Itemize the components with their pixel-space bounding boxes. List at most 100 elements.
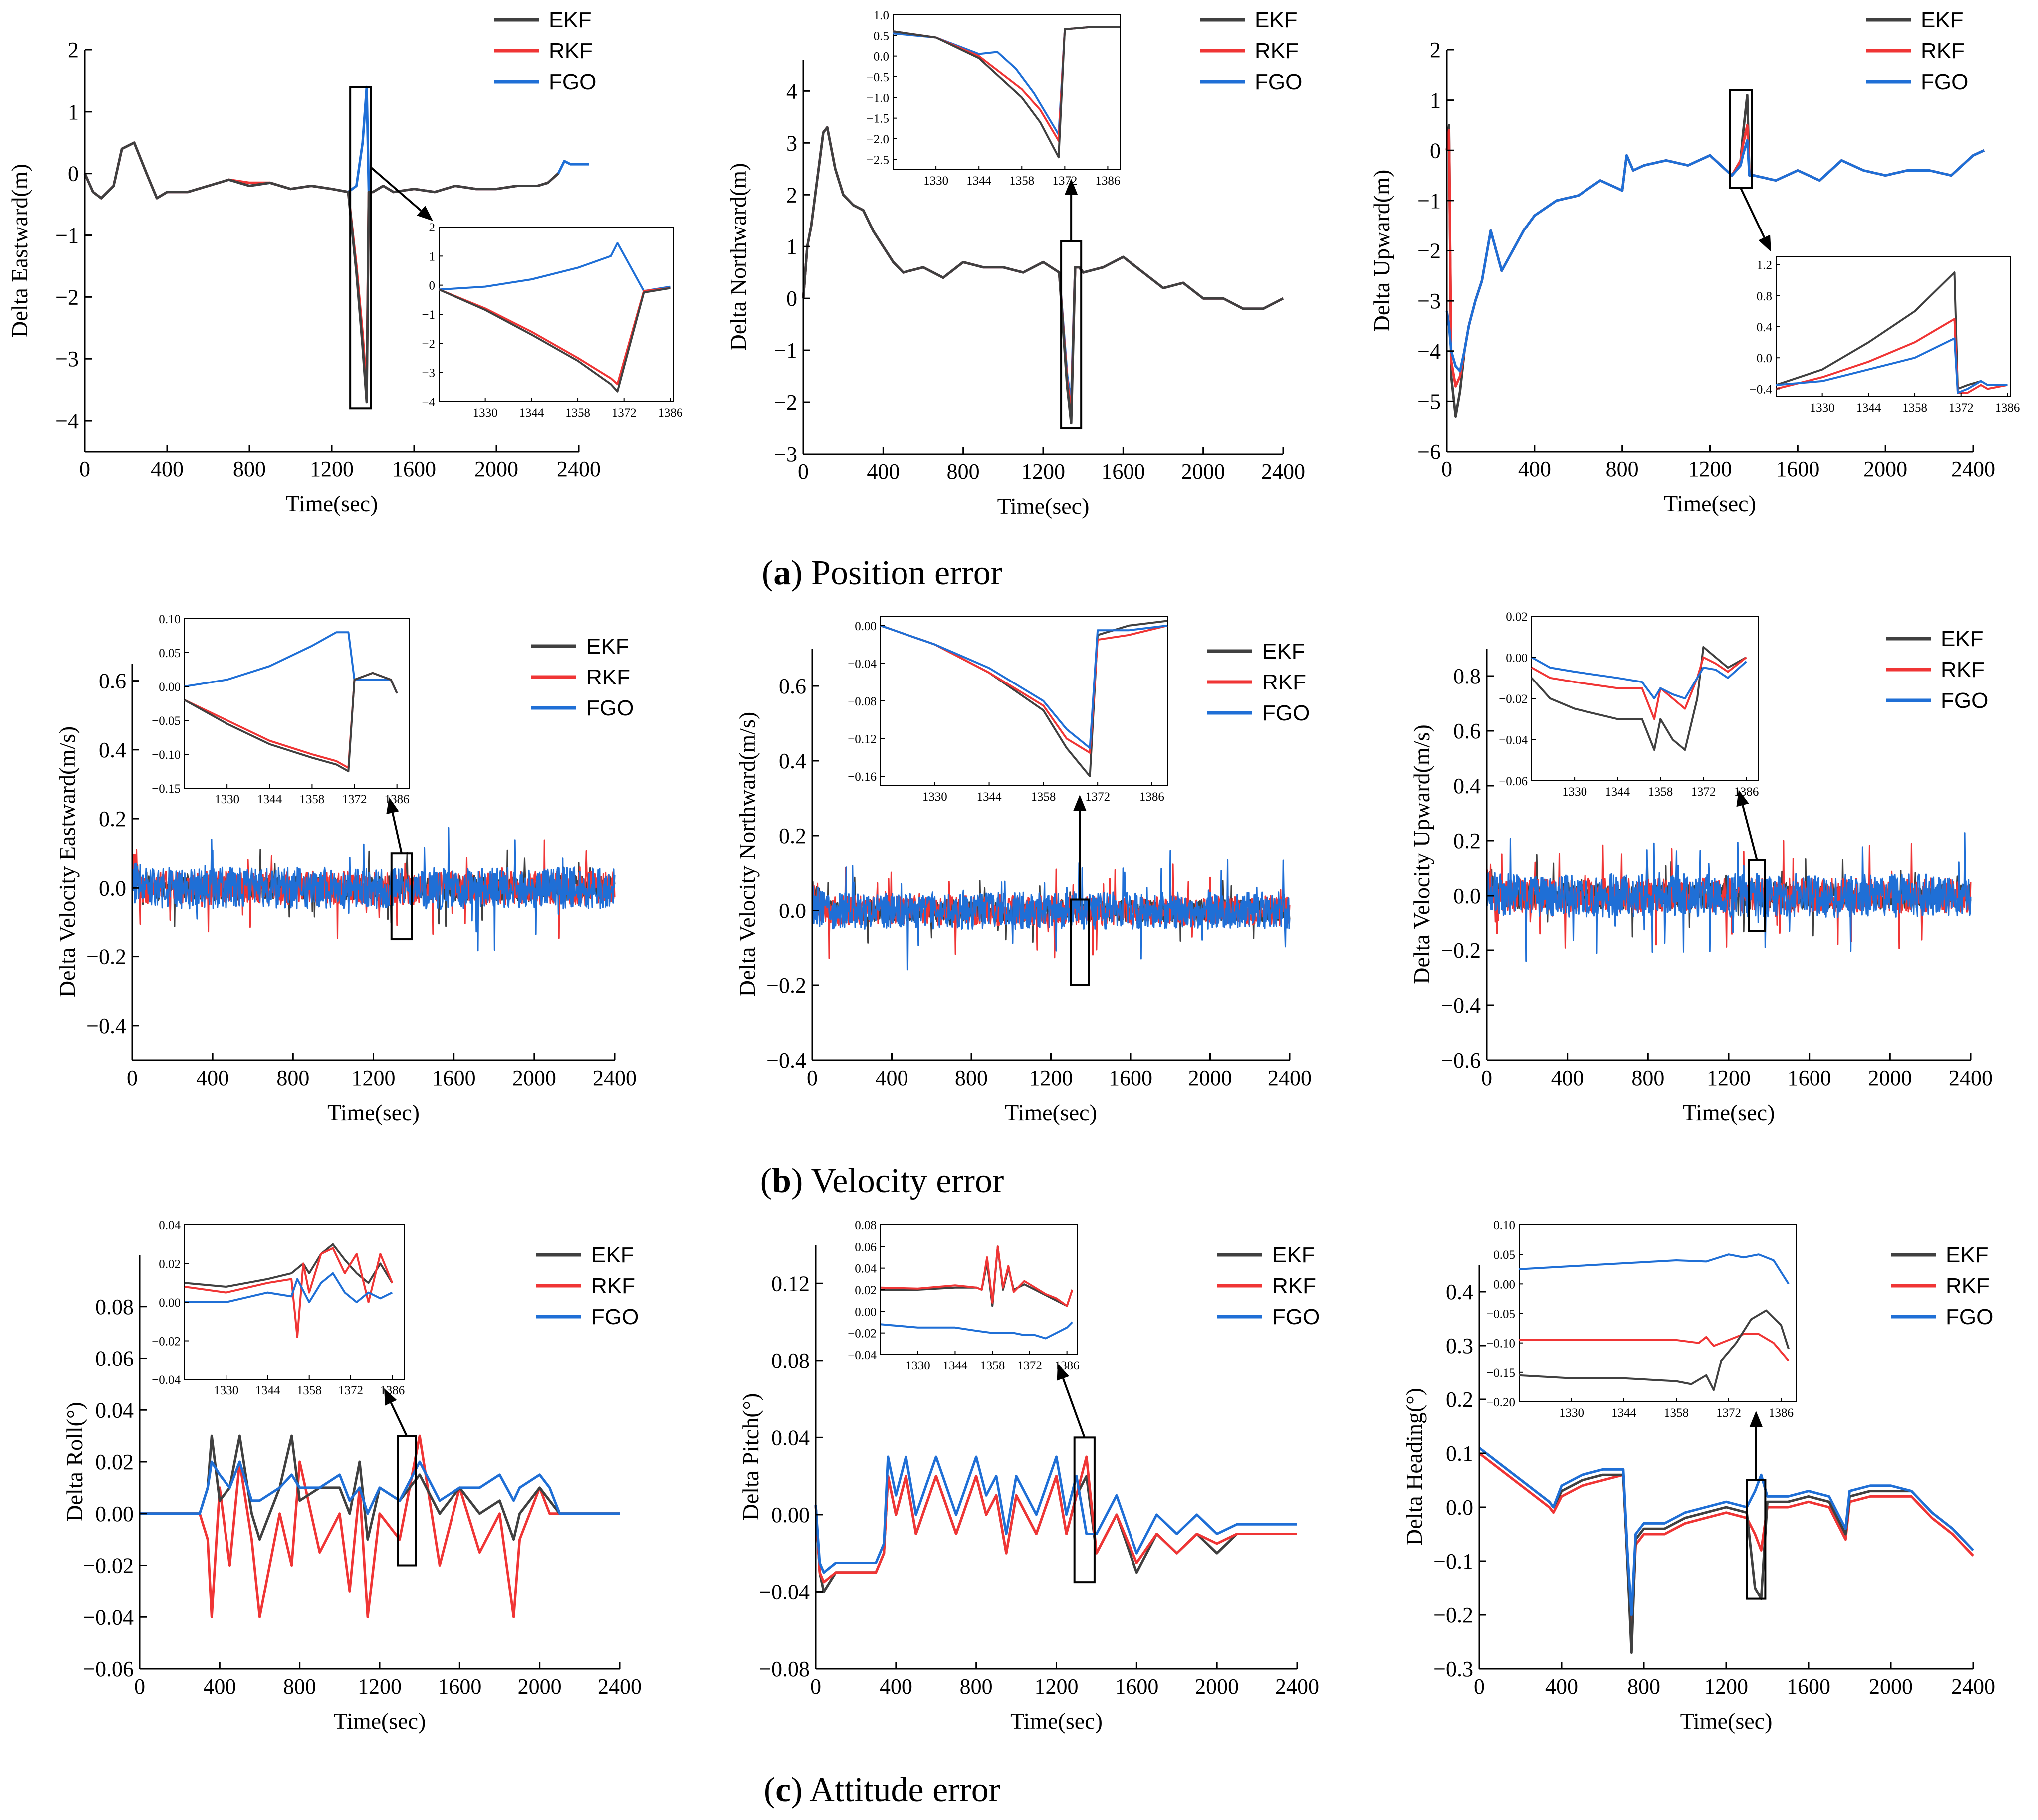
series-group [1478,1447,1974,1654]
x-tick-label: 400 [867,459,900,484]
inset-x-tick-label: 1344 [1611,1406,1637,1420]
chart-vel_u: 0 400 800 1200 1600 2000 2400 −0.6 −0.4 −0.2 0.0 0.… [1409,610,1993,1125]
x-tick-label: 0 [1481,1066,1492,1090]
inset-x-tick-label: 1386 [1139,790,1164,804]
x-tick-label: 1200 [1704,1674,1748,1699]
inset-x-tick-label: 1358 [1009,174,1034,188]
inset: 1330 1344 1358 1372 1386 −0.4 0.0 0.4 0.8 1.2 [1750,256,2020,415]
inset-y-tick-label: −0.12 [848,733,877,746]
y-tick-label: 0.12 [771,1271,810,1296]
y-tick-label: 0.0 [1453,884,1481,908]
series-fgo [814,1455,1297,1574]
x-tick-label: 0 [798,459,809,484]
legend: EKF RKF FGO [1207,639,1310,725]
x-tick-label: 1200 [358,1674,402,1699]
inset-series-rkf [880,1245,1074,1307]
inset-y-tick-label: 0.8 [1757,290,1772,303]
x-tick-label: 2000 [1188,1066,1232,1090]
x-tick-label: 2400 [1275,1674,1319,1699]
caption-a-letter: a [773,554,791,592]
caption-a: (a) Position error [762,554,1002,592]
inset-x-tick-label: 1358 [1031,790,1056,804]
legend: EKF RKF FGO [1891,1243,1993,1329]
x-axis-label: Time(sec) [997,493,1090,519]
inset-y-tick-label: 1.2 [1757,259,1772,272]
series-fgo [1486,832,1972,962]
inset-x-tick-label: 1386 [1055,1359,1080,1372]
caption-b-post: ) Velocity error [791,1162,1004,1200]
inset-x-tick-label: 1344 [1856,401,1881,415]
inset-x-tick-label: 1372 [1949,401,1974,415]
inset-y-tick-label: −4 [422,396,435,409]
y-tick-label: −3 [1417,289,1441,313]
x-tick-label: 400 [876,1066,908,1090]
zoom-arrow-head [384,1388,397,1406]
inset-y-tick-label: 0.04 [855,1262,877,1276]
caption-c-letter: c [775,1771,791,1809]
legend-label-rkf: RKF [1262,670,1306,694]
x-tick-label: 800 [1627,1674,1660,1699]
caption-a-post: ) Position error [791,554,1002,592]
inset-series-rkf [1531,656,1747,720]
x-axis-label: Time(sec) [286,491,378,516]
x-tick-label: 1600 [392,457,436,481]
x-tick-label: 0 [807,1066,818,1090]
inset-y-tick-label: 0.10 [1493,1219,1515,1232]
chart-vel_e: 0 400 800 1200 1600 2000 2400 −0.4 −0.2 0.0 0.2 0.4… [54,613,637,1125]
inset-y-tick-label: −2.0 [867,133,889,146]
legend: EKF RKF FGO [1886,627,1988,713]
inset-x-tick-label: 1330 [922,790,947,804]
inset-series-ekf [1531,646,1747,751]
inset-y-tick-label: −0.10 [1486,1337,1515,1351]
inset-frame [880,616,1168,786]
y-tick-label: −0.06 [83,1657,134,1681]
inset-y-tick-label: 0.02 [855,1284,877,1297]
x-tick-label: 2400 [1261,459,1305,484]
x-tick-label: 0 [1474,1674,1485,1699]
legend: EKF RKF FGO [494,8,596,94]
y-tick-label: 0.00 [95,1502,134,1526]
inset-series-fgo [184,631,398,694]
inset-y-tick-label: 0.06 [855,1240,877,1254]
inset-x-tick-label: 1386 [380,1384,405,1397]
inset-y-tick-label: −0.02 [1499,692,1528,706]
inset-y-tick-label: 1 [429,250,436,263]
zoom-arrow-head [1736,790,1749,807]
x-tick-label: 800 [947,459,980,484]
zoom-arrow [1062,1378,1086,1438]
y-tick-label: −4 [1417,339,1441,364]
x-tick-label: 2000 [474,457,518,481]
caption-c-post: ) Attitude error [791,1771,1000,1809]
x-tick-label: 2400 [1951,457,1995,481]
inset-y-tick-label: −0.15 [1486,1366,1515,1380]
y-tick-label: 0.3 [1446,1334,1473,1358]
inset-y-tick-label: 0.0 [874,50,889,64]
legend-label-ekf: EKF [549,8,592,32]
series-group [1486,832,1972,962]
inset-y-tick-label: 0.00 [855,620,877,633]
y-tick-label: −3 [774,442,797,466]
inset-y-tick-label: 0.00 [159,681,181,694]
x-tick-label: 1200 [310,457,354,481]
x-tick-label: 800 [283,1674,316,1699]
inset-x-tick-label: 1386 [1995,401,2020,415]
zoom-arrow-head [417,206,433,221]
x-tick-label: 400 [880,1674,912,1699]
series-fgo [140,1460,620,1515]
y-tick-label: 2 [68,38,79,62]
inset-x-tick-label: 1330 [923,174,948,188]
series-fgo [1445,139,1985,373]
series-ekf [83,141,559,404]
inset-frame [1519,1224,1797,1402]
y-tick-label: −0.4 [86,1014,126,1038]
y-tick-label: −0.04 [759,1580,810,1604]
x-tick-label: 2400 [598,1674,642,1699]
inset-x-tick-label: 1372 [338,1384,363,1397]
legend-label-rkf: RKF [586,665,630,689]
inset-y-tick-label: 0.05 [159,647,181,660]
inset-x-tick-label: 1330 [1562,785,1587,799]
x-tick-label: 1200 [352,1066,396,1090]
inset-y-tick-label: −2.5 [867,153,889,167]
inset-y-tick-label: 0.00 [159,1296,181,1310]
x-tick-label: 2000 [1868,1066,1912,1090]
